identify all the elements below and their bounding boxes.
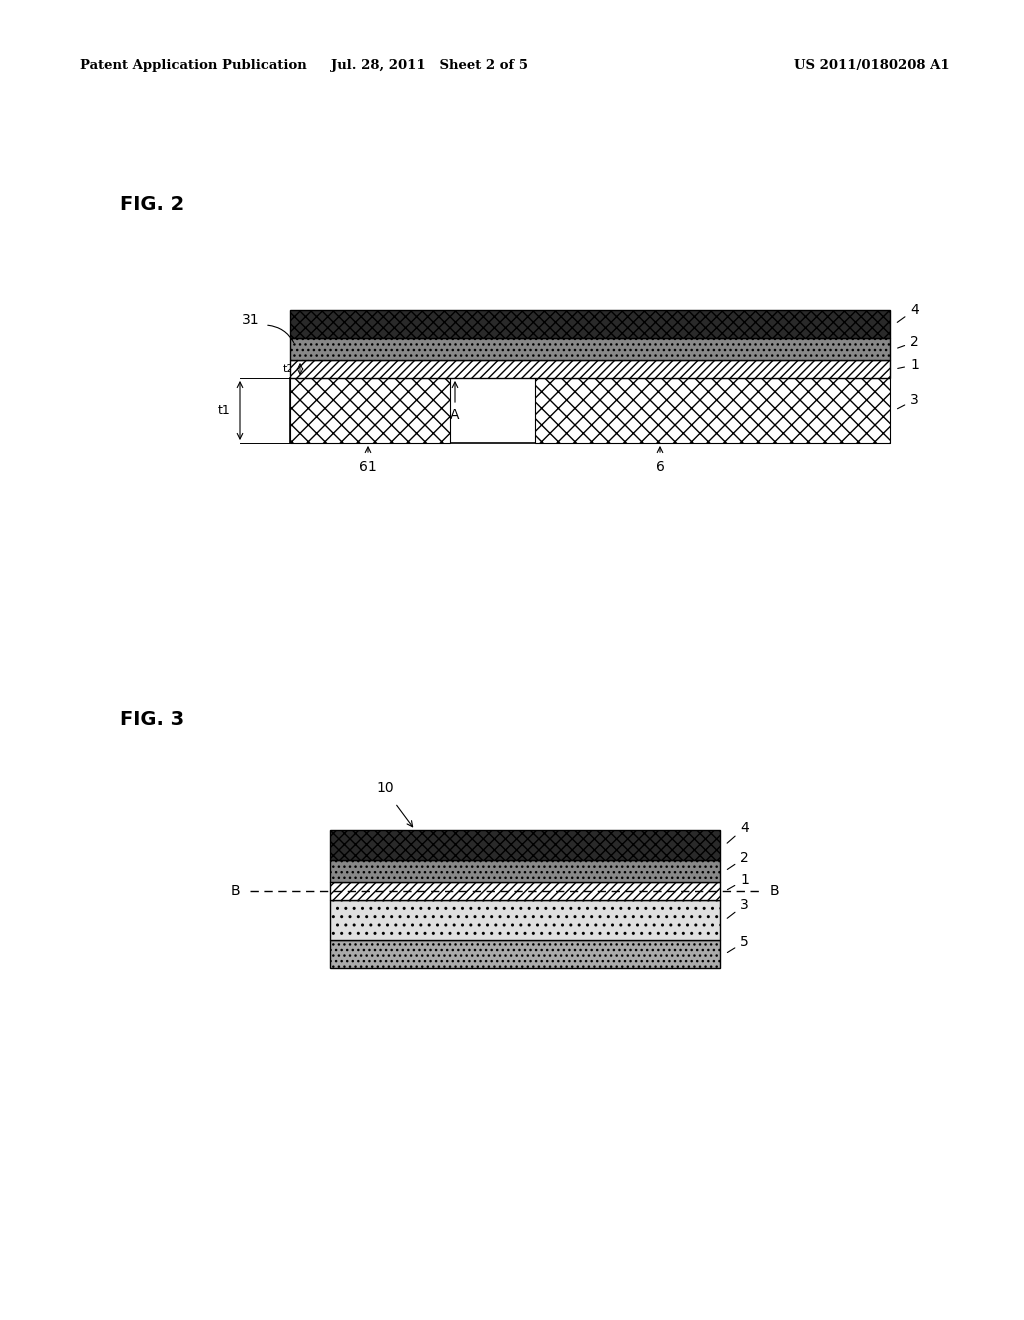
Bar	[290, 378, 890, 444]
Bar	[330, 940, 720, 968]
Text: 31: 31	[243, 313, 260, 327]
Text: 4: 4	[727, 821, 749, 843]
Text: A: A	[451, 408, 460, 422]
Text: 4: 4	[897, 304, 919, 322]
Bar	[330, 900, 720, 940]
Text: US 2011/0180208 A1: US 2011/0180208 A1	[795, 58, 950, 71]
Text: 5: 5	[727, 935, 749, 953]
Bar	[330, 882, 720, 900]
Bar	[330, 830, 720, 861]
Text: 2: 2	[898, 335, 919, 348]
Bar	[535, 378, 890, 444]
Text: 10: 10	[376, 781, 394, 795]
Text: 2: 2	[727, 851, 749, 870]
Text: 1: 1	[898, 358, 919, 372]
Text: FIG. 2: FIG. 2	[120, 195, 184, 214]
Bar	[290, 360, 890, 378]
Text: 1: 1	[727, 873, 749, 890]
Text: Jul. 28, 2011   Sheet 2 of 5: Jul. 28, 2011 Sheet 2 of 5	[332, 58, 528, 71]
Bar	[290, 338, 890, 360]
Text: t1: t1	[217, 404, 230, 417]
Text: Patent Application Publication: Patent Application Publication	[80, 58, 307, 71]
Text: 3: 3	[897, 393, 919, 409]
Bar	[290, 378, 450, 444]
Text: t2: t2	[283, 364, 294, 374]
Text: 6: 6	[655, 459, 665, 474]
Bar	[290, 310, 890, 338]
Text: 3: 3	[727, 898, 749, 919]
Text: B: B	[770, 884, 779, 898]
Text: B: B	[230, 884, 240, 898]
Text: FIG. 3: FIG. 3	[120, 710, 184, 729]
Text: 61: 61	[359, 459, 377, 474]
Bar	[330, 861, 720, 882]
